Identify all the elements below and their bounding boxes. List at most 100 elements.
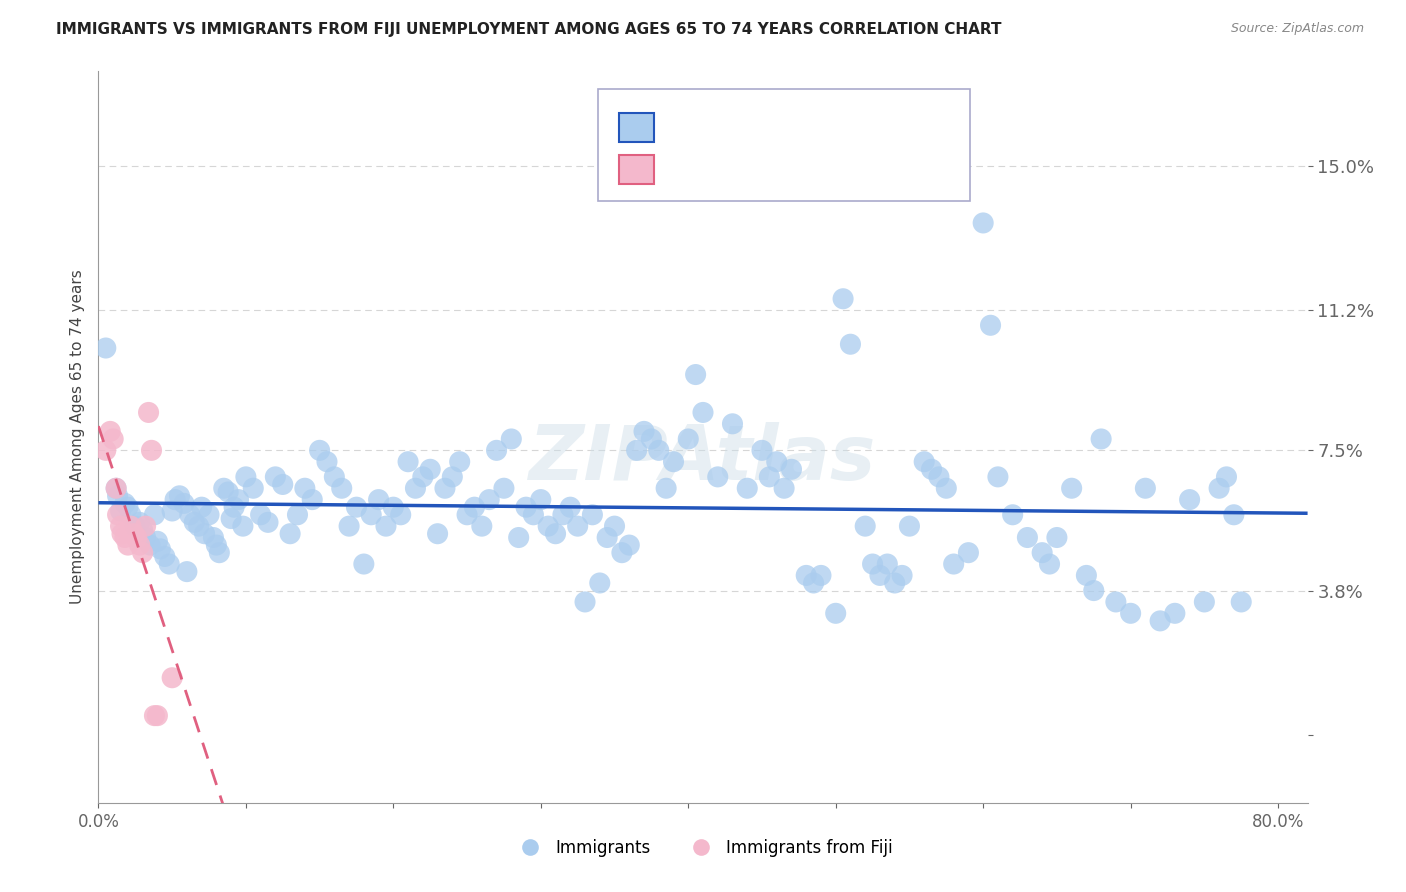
Point — [1119, 607, 1142, 621]
Point — [105, 481, 128, 495]
Point — [648, 443, 671, 458]
Point — [128, 516, 150, 530]
Point — [219, 511, 242, 525]
Point — [367, 492, 389, 507]
Point — [640, 432, 662, 446]
Point — [404, 481, 426, 495]
Point — [419, 462, 441, 476]
Point — [1017, 531, 1039, 545]
Point — [128, 538, 150, 552]
Point — [179, 508, 201, 522]
Point — [685, 368, 707, 382]
Point — [205, 538, 228, 552]
Point — [980, 318, 1002, 333]
Point — [972, 216, 994, 230]
Point — [235, 470, 257, 484]
Point — [537, 519, 560, 533]
Point — [198, 508, 221, 522]
Point — [139, 538, 162, 552]
Point — [212, 481, 235, 495]
Point — [228, 492, 250, 507]
Point — [135, 519, 157, 533]
Point — [114, 496, 136, 510]
Text: ZIPAtlas: ZIPAtlas — [529, 422, 877, 496]
Point — [678, 432, 700, 446]
Point — [891, 568, 914, 582]
Point — [935, 481, 957, 495]
Point — [1001, 508, 1024, 522]
Point — [1230, 595, 1253, 609]
Point — [120, 508, 142, 522]
Point — [794, 568, 817, 582]
Point — [165, 492, 187, 507]
Point — [957, 546, 980, 560]
Point — [110, 504, 132, 518]
Point — [217, 485, 239, 500]
Point — [426, 526, 449, 541]
Point — [567, 519, 589, 533]
Point — [107, 489, 129, 503]
Point — [382, 500, 405, 515]
Point — [1208, 481, 1230, 495]
Point — [114, 531, 136, 545]
Point — [692, 405, 714, 419]
Point — [183, 516, 205, 530]
Point — [160, 671, 183, 685]
Text: R =  0.311   N =  20: R = 0.311 N = 20 — [668, 160, 903, 179]
Point — [308, 443, 330, 458]
Point — [810, 568, 832, 582]
Point — [176, 565, 198, 579]
Point — [131, 546, 153, 560]
Point — [316, 455, 339, 469]
Point — [190, 500, 212, 515]
Point — [596, 531, 619, 545]
Point — [544, 526, 567, 541]
Point — [143, 508, 166, 522]
Point — [287, 508, 309, 522]
Point — [1194, 595, 1216, 609]
Point — [264, 470, 287, 484]
Point — [721, 417, 744, 431]
Point — [485, 443, 508, 458]
Point — [242, 481, 264, 495]
Y-axis label: Unemployment Among Ages 65 to 74 years: Unemployment Among Ages 65 to 74 years — [69, 269, 84, 605]
Point — [633, 425, 655, 439]
Point — [187, 519, 209, 533]
Point — [208, 546, 231, 560]
Point — [117, 538, 139, 552]
Point — [839, 337, 862, 351]
Point — [1149, 614, 1171, 628]
Point — [141, 443, 163, 458]
Point — [832, 292, 855, 306]
Point — [662, 455, 685, 469]
Point — [471, 519, 494, 533]
Point — [492, 481, 515, 495]
Point — [581, 508, 603, 522]
Point — [1031, 546, 1053, 560]
Point — [765, 455, 787, 469]
Point — [574, 595, 596, 609]
Point — [271, 477, 294, 491]
Point — [735, 481, 758, 495]
Point — [173, 496, 195, 510]
Point — [655, 481, 678, 495]
Point — [883, 576, 905, 591]
Point — [589, 576, 612, 591]
Point — [294, 481, 316, 495]
Point — [912, 455, 935, 469]
Point — [169, 489, 191, 503]
Point — [869, 568, 891, 582]
Point — [157, 557, 180, 571]
Point — [249, 508, 271, 522]
Point — [360, 508, 382, 522]
Point — [1135, 481, 1157, 495]
Point — [560, 500, 582, 515]
Text: IMMIGRANTS VS IMMIGRANTS FROM FIJI UNEMPLOYMENT AMONG AGES 65 TO 74 YEARS CORREL: IMMIGRANTS VS IMMIGRANTS FROM FIJI UNEMP… — [56, 22, 1001, 37]
Point — [603, 519, 626, 533]
Text: R = -0.064   N = 143: R = -0.064 N = 143 — [668, 118, 903, 137]
Point — [1090, 432, 1112, 446]
Point — [1060, 481, 1083, 495]
Point — [1164, 607, 1187, 621]
Point — [478, 492, 501, 507]
Point — [928, 470, 950, 484]
